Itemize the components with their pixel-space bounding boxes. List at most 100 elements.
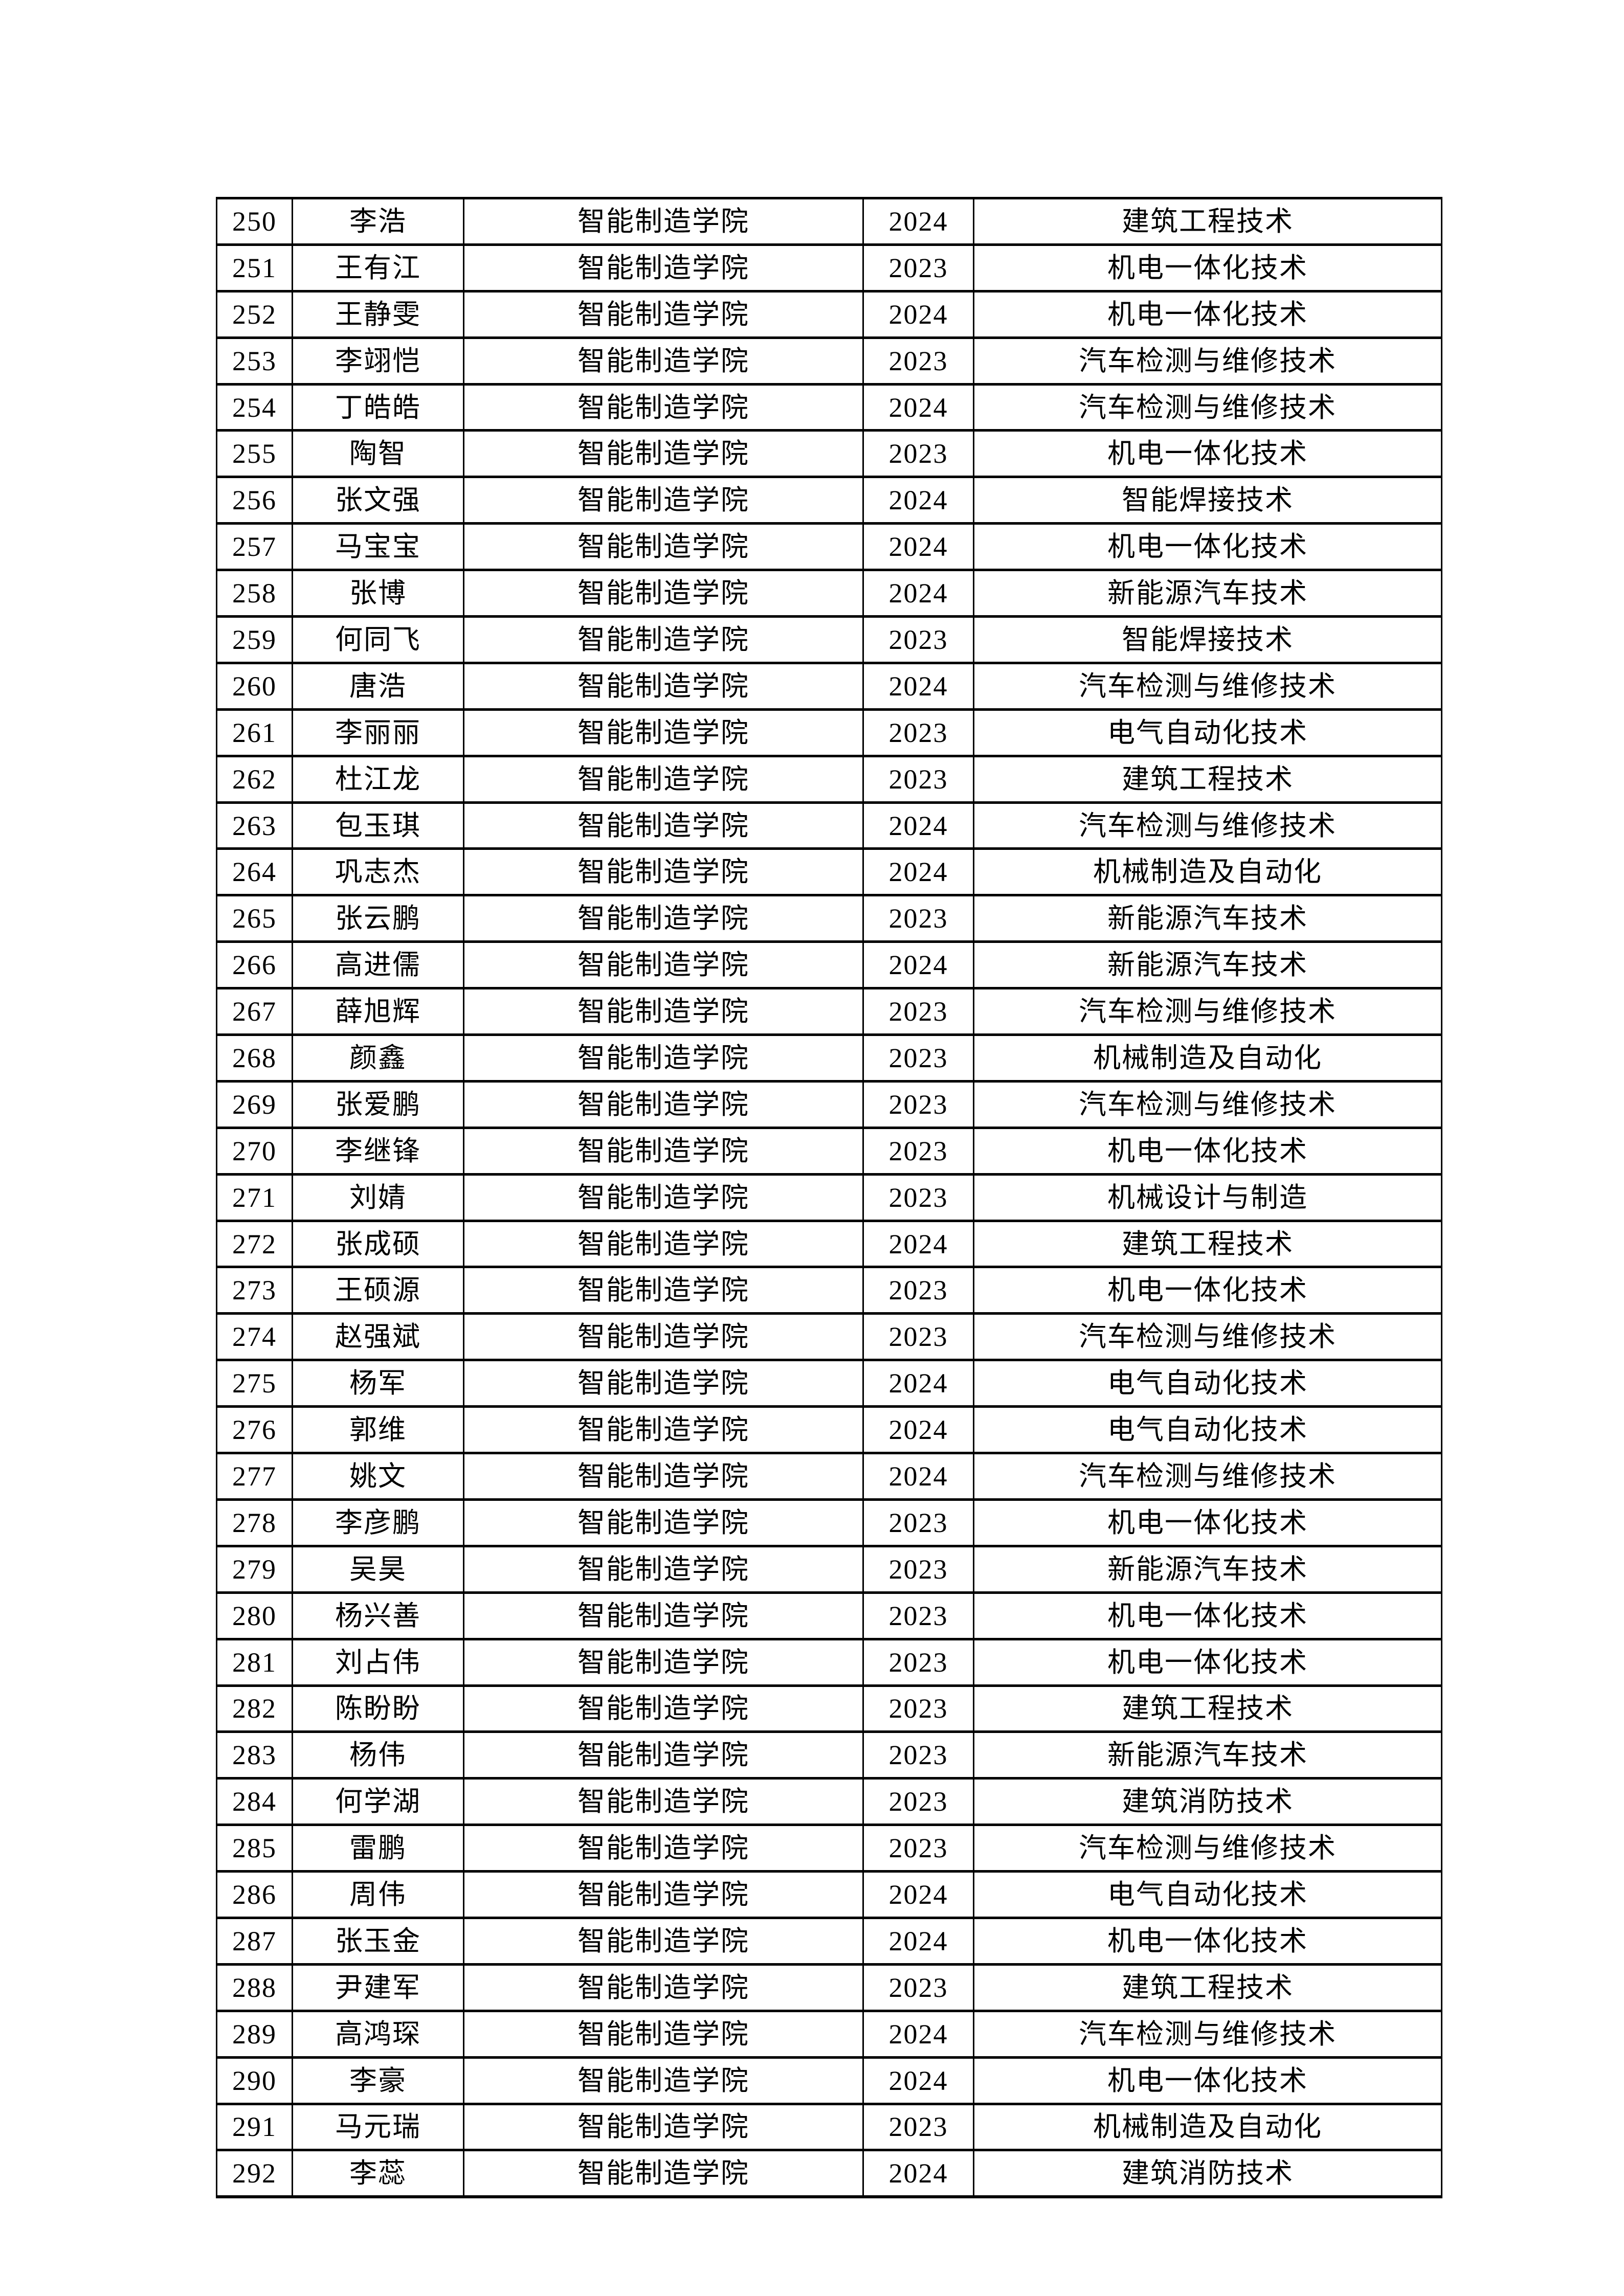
major-cell: 建筑消防技术: [973, 1777, 1442, 1827]
college-cell: 智能制造学院: [463, 1126, 864, 1176]
college-cell: 智能制造学院: [463, 1312, 864, 1362]
table-row: 281 刘占伟 智能制造学院 2023 机电一体化技术: [216, 1637, 1442, 1687]
student-name-cell: 王静雯: [292, 289, 464, 339]
student-name-cell: 王硕源: [292, 1266, 464, 1315]
student-name-cell: 李浩: [292, 197, 464, 246]
college-cell: 智能制造学院: [463, 382, 864, 432]
table-row: 273 王硕源 智能制造学院 2023 机电一体化技术: [216, 1266, 1442, 1315]
enrollment-year-cell: 2024: [862, 1359, 974, 1408]
enrollment-year-cell: 2023: [862, 1824, 974, 1873]
table-row: 282 陈盼盼 智能制造学院 2023 建筑工程技术: [216, 1684, 1442, 1734]
major-cell: 机械制造及自动化: [973, 847, 1442, 897]
enrollment-year-cell: 2023: [862, 1126, 974, 1176]
table-row: 259 何同飞 智能制造学院 2023 智能焊接技术: [216, 615, 1442, 664]
row-number-cell: 272: [216, 1219, 293, 1269]
college-cell: 智能制造学院: [463, 987, 864, 1037]
college-cell: 智能制造学院: [463, 754, 864, 804]
table-row: 255 陶智 智能制造学院 2023 机电一体化技术: [216, 429, 1442, 479]
row-number-cell: 287: [216, 1916, 293, 1966]
table-row: 261 李丽丽 智能制造学院 2023 电气自动化技术: [216, 708, 1442, 757]
enrollment-year-cell: 2024: [862, 2056, 974, 2105]
table-row: 264 巩志杰 智能制造学院 2024 机械制造及自动化: [216, 847, 1442, 897]
table-row: 262 杜江龙 智能制造学院 2023 建筑工程技术: [216, 754, 1442, 804]
student-name-cell: 李丽丽: [292, 708, 464, 757]
college-cell: 智能制造学院: [463, 1359, 864, 1408]
college-cell: 智能制造学院: [463, 1591, 864, 1640]
table-row: 285 雷鹏 智能制造学院 2023 汽车检测与维修技术: [216, 1824, 1442, 1873]
table-row: 283 杨伟 智能制造学院 2023 新能源汽车技术: [216, 1730, 1442, 1780]
major-cell: 机电一体化技术: [973, 1266, 1442, 1315]
college-cell: 智能制造学院: [463, 1684, 864, 1734]
enrollment-year-cell: 2024: [862, 1405, 974, 1455]
major-cell: 机电一体化技术: [973, 1591, 1442, 1640]
row-number-cell: 271: [216, 1173, 293, 1222]
major-cell: 建筑工程技术: [973, 754, 1442, 804]
row-number-cell: 274: [216, 1312, 293, 1362]
enrollment-year-cell: 2023: [862, 987, 974, 1037]
college-cell: 智能制造学院: [463, 522, 864, 572]
college-cell: 智能制造学院: [463, 1870, 864, 1919]
major-cell: 机电一体化技术: [973, 1637, 1442, 1687]
table-row: 267 薛旭辉 智能制造学院 2023 汽车检测与维修技术: [216, 987, 1442, 1037]
student-name-cell: 李豪: [292, 2056, 464, 2105]
table-row: 257 马宝宝 智能制造学院 2024 机电一体化技术: [216, 522, 1442, 572]
student-name-cell: 李蕊: [292, 2149, 464, 2198]
major-cell: 机电一体化技术: [973, 429, 1442, 479]
row-number-cell: 269: [216, 1079, 293, 1129]
student-name-cell: 周伟: [292, 1870, 464, 1919]
row-number-cell: 261: [216, 708, 293, 757]
table-row: 268 颜鑫 智能制造学院 2023 机械制造及自动化: [216, 1033, 1442, 1083]
student-name-cell: 赵强斌: [292, 1312, 464, 1362]
row-number-cell: 251: [216, 243, 293, 292]
table-row: 274 赵强斌 智能制造学院 2023 汽车检测与维修技术: [216, 1312, 1442, 1362]
table-row: 288 尹建军 智能制造学院 2023 建筑工程技术: [216, 1963, 1442, 2012]
table-row: 263 包玉琪 智能制造学院 2024 汽车检测与维修技术: [216, 801, 1442, 850]
enrollment-year-cell: 2023: [862, 336, 974, 386]
major-cell: 建筑工程技术: [973, 1219, 1442, 1269]
table-row: 266 高进儒 智能制造学院 2024 新能源汽车技术: [216, 940, 1442, 990]
row-number-cell: 288: [216, 1963, 293, 2012]
student-name-cell: 尹建军: [292, 1963, 464, 2012]
row-number-cell: 281: [216, 1637, 293, 1687]
college-cell: 智能制造学院: [463, 1173, 864, 1222]
student-name-cell: 姚文: [292, 1452, 464, 1501]
row-number-cell: 279: [216, 1544, 293, 1594]
major-cell: 汽车检测与维修技术: [973, 987, 1442, 1037]
college-cell: 智能制造学院: [463, 661, 864, 711]
row-number-cell: 258: [216, 569, 293, 618]
row-number-cell: 278: [216, 1498, 293, 1547]
major-cell: 机电一体化技术: [973, 1498, 1442, 1547]
table-row: 269 张爱鹏 智能制造学院 2023 汽车检测与维修技术: [216, 1079, 1442, 1129]
college-cell: 智能制造学院: [463, 1405, 864, 1455]
row-number-cell: 270: [216, 1126, 293, 1176]
student-name-cell: 李继锋: [292, 1126, 464, 1176]
major-cell: 机电一体化技术: [973, 289, 1442, 339]
student-name-cell: 杨伟: [292, 1730, 464, 1780]
row-number-cell: 273: [216, 1266, 293, 1315]
enrollment-year-cell: 2023: [862, 1312, 974, 1362]
row-number-cell: 276: [216, 1405, 293, 1455]
table-row: 286 周伟 智能制造学院 2024 电气自动化技术: [216, 1870, 1442, 1919]
student-name-cell: 张博: [292, 569, 464, 618]
table-row: 271 刘婧 智能制造学院 2023 机械设计与制造: [216, 1173, 1442, 1222]
major-cell: 机电一体化技术: [973, 243, 1442, 292]
row-number-cell: 259: [216, 615, 293, 664]
enrollment-year-cell: 2023: [862, 1963, 974, 2012]
college-cell: 智能制造学院: [463, 243, 864, 292]
student-name-cell: 张爱鹏: [292, 1079, 464, 1129]
college-cell: 智能制造学院: [463, 1033, 864, 1083]
college-cell: 智能制造学院: [463, 1637, 864, 1687]
table-row: 289 高鸿琛 智能制造学院 2024 汽车检测与维修技术: [216, 2009, 1442, 2059]
student-name-cell: 何同飞: [292, 615, 464, 664]
table-row: 284 何学湖 智能制造学院 2023 建筑消防技术: [216, 1777, 1442, 1827]
major-cell: 机电一体化技术: [973, 522, 1442, 572]
college-cell: 智能制造学院: [463, 1544, 864, 1594]
college-cell: 智能制造学院: [463, 2149, 864, 2198]
table-row: 278 李彦鹏 智能制造学院 2023 机电一体化技术: [216, 1498, 1442, 1547]
college-cell: 智能制造学院: [463, 197, 864, 246]
row-number-cell: 265: [216, 894, 293, 943]
major-cell: 电气自动化技术: [973, 1405, 1442, 1455]
college-cell: 智能制造学院: [463, 476, 864, 525]
major-cell: 汽车检测与维修技术: [973, 382, 1442, 432]
